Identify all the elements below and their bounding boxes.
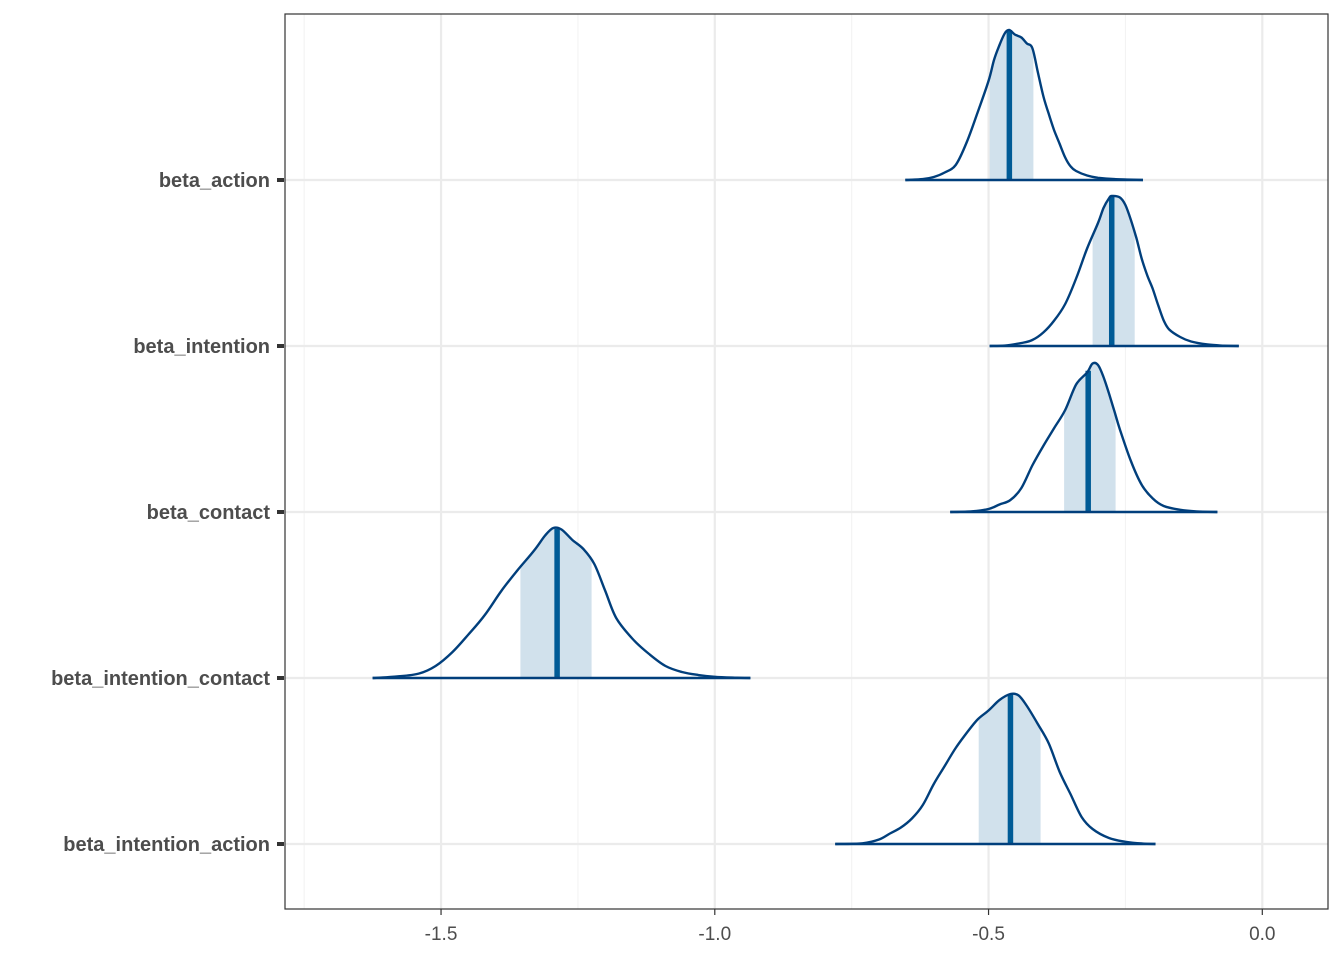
y-tick-label: beta_intention xyxy=(133,336,270,358)
density-curve xyxy=(835,692,1156,846)
major-gridlines xyxy=(285,14,1328,909)
panel-border xyxy=(284,13,1329,910)
density-curve xyxy=(372,526,751,680)
x-tick-label: -1.5 xyxy=(425,924,458,945)
density-ridges xyxy=(372,28,1239,846)
y-tick-label: beta_action xyxy=(159,170,270,192)
x-tick-label: -0.5 xyxy=(972,924,1005,945)
density-curve xyxy=(905,28,1143,182)
y-axis: beta_action beta_intention beta_contactbet… xyxy=(51,170,284,856)
y-tick-label: beta_intention_action xyxy=(63,834,270,856)
density-curve xyxy=(989,194,1239,348)
ridge-beta-action xyxy=(905,28,1143,182)
ridge-beta-intention-action xyxy=(835,692,1156,846)
y-tick-label: beta_contact xyxy=(147,502,271,524)
y-tick-label: beta_intention_contact xyxy=(51,668,270,690)
ridge-beta-intention xyxy=(989,194,1239,348)
density-curve xyxy=(950,361,1218,514)
ridge-beta-intention-contact xyxy=(372,526,751,680)
x-tick-label: -1.0 xyxy=(698,924,731,945)
x-tick-label: 0.0 xyxy=(1249,924,1275,945)
minor-gridlines xyxy=(303,14,1126,909)
x-axis: -1.5 -1.0 -0.5 0.0 xyxy=(425,909,1276,945)
ridge-beta-contact xyxy=(950,361,1218,514)
